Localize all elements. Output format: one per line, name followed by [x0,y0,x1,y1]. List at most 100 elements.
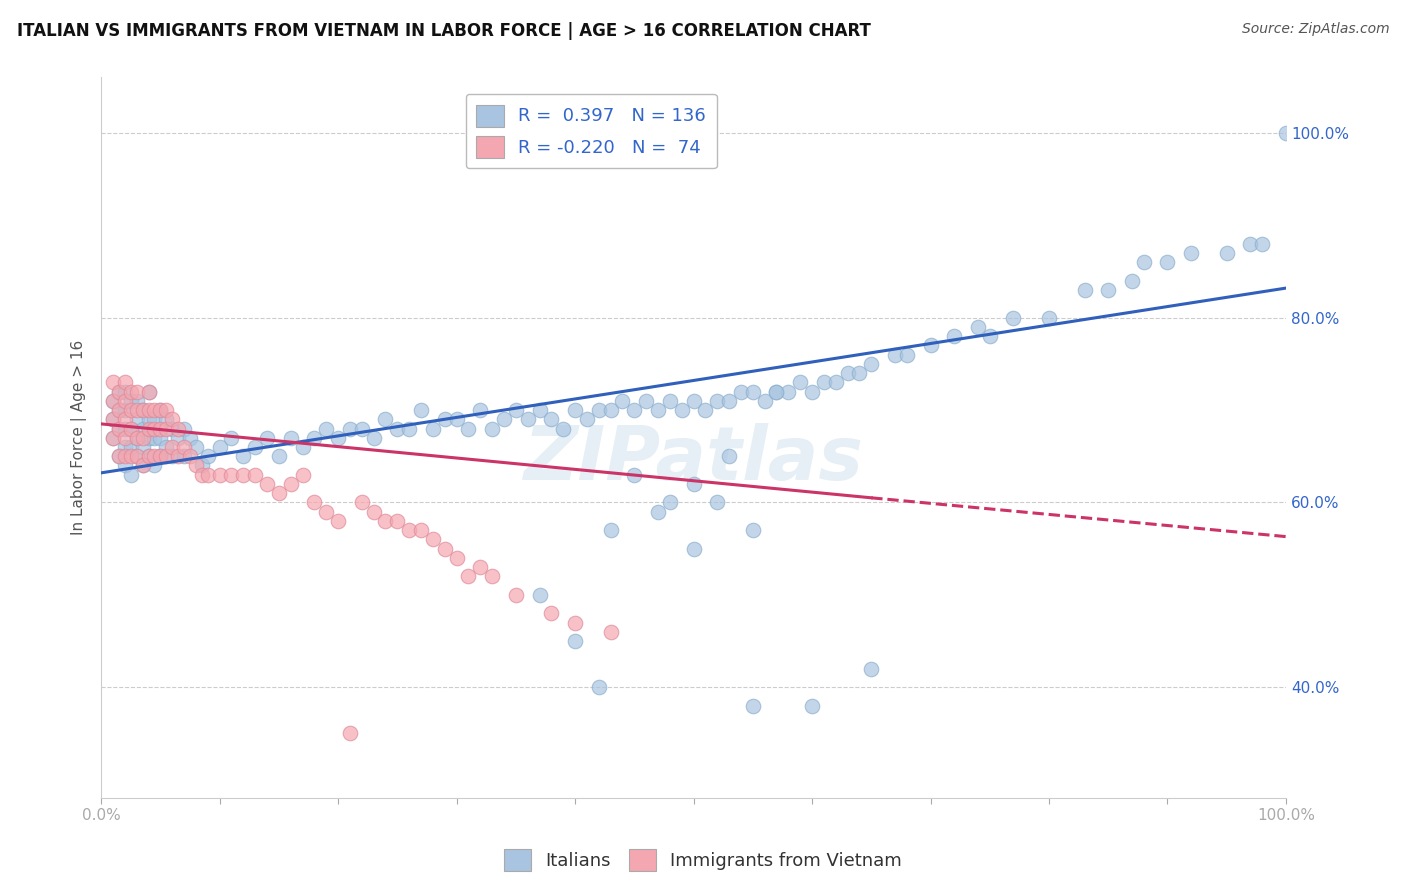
Point [896,348,918,362]
Point [505,403,527,417]
Point [599,624,621,639]
Point [1275,126,1298,140]
Point [108,384,131,399]
Point [1073,283,1095,297]
Point [143,421,166,435]
Point [398,523,420,537]
Point [540,412,562,426]
Point [160,412,183,426]
Point [1180,246,1202,260]
Point [131,458,153,473]
Point [304,431,326,445]
Point [143,412,166,426]
Point [149,449,172,463]
Point [120,449,142,463]
Point [138,384,160,399]
Point [179,431,201,445]
Point [529,403,551,417]
Point [979,329,1001,343]
Point [647,403,669,417]
Point [599,403,621,417]
Point [143,403,166,417]
Point [564,615,586,630]
Point [718,393,741,408]
Point [647,505,669,519]
Point [967,319,990,334]
Point [339,421,361,435]
Point [588,403,610,417]
Point [131,458,153,473]
Point [208,467,231,482]
Point [108,403,131,417]
Point [131,440,153,454]
Point [682,477,704,491]
Point [108,449,131,463]
Point [120,421,142,435]
Point [160,421,183,435]
Point [160,440,183,454]
Text: ZIPatlas: ZIPatlas [523,423,863,496]
Point [160,449,183,463]
Point [1156,255,1178,269]
Point [409,523,432,537]
Point [197,467,219,482]
Legend: Italians, Immigrants from Vietnam: Italians, Immigrants from Vietnam [496,842,910,879]
Point [120,403,142,417]
Point [101,412,124,426]
Point [114,403,136,417]
Point [350,421,373,435]
Point [457,421,479,435]
Point [114,412,136,426]
Point [149,403,172,417]
Point [256,431,278,445]
Point [108,449,131,463]
Point [101,393,124,408]
Point [658,393,681,408]
Y-axis label: In Labor Force | Age > 16: In Labor Force | Age > 16 [72,340,87,535]
Point [422,533,444,547]
Point [131,403,153,417]
Point [801,698,824,713]
Point [155,412,177,426]
Point [339,726,361,740]
Point [575,412,598,426]
Point [730,384,752,399]
Point [155,449,177,463]
Point [125,449,148,463]
Point [470,560,492,574]
Point [232,449,254,463]
Point [363,431,385,445]
Point [754,393,776,408]
Point [114,376,136,390]
Point [1239,236,1261,251]
Point [801,384,824,399]
Point [114,421,136,435]
Point [125,412,148,426]
Point [374,412,396,426]
Point [516,412,538,426]
Point [350,495,373,509]
Point [387,421,409,435]
Point [636,393,658,408]
Point [267,449,290,463]
Point [291,467,314,482]
Point [884,348,907,362]
Point [125,449,148,463]
Point [741,698,763,713]
Point [114,449,136,463]
Point [184,440,207,454]
Point [179,449,201,463]
Point [149,449,172,463]
Point [173,440,195,454]
Point [374,514,396,528]
Point [120,393,142,408]
Point [184,458,207,473]
Point [682,393,704,408]
Point [599,523,621,537]
Point [433,412,456,426]
Legend: R =  0.397   N = 136, R = -0.220   N =  74: R = 0.397 N = 136, R = -0.220 N = 74 [465,94,717,169]
Point [540,607,562,621]
Point [208,440,231,454]
Point [120,421,142,435]
Point [564,634,586,648]
